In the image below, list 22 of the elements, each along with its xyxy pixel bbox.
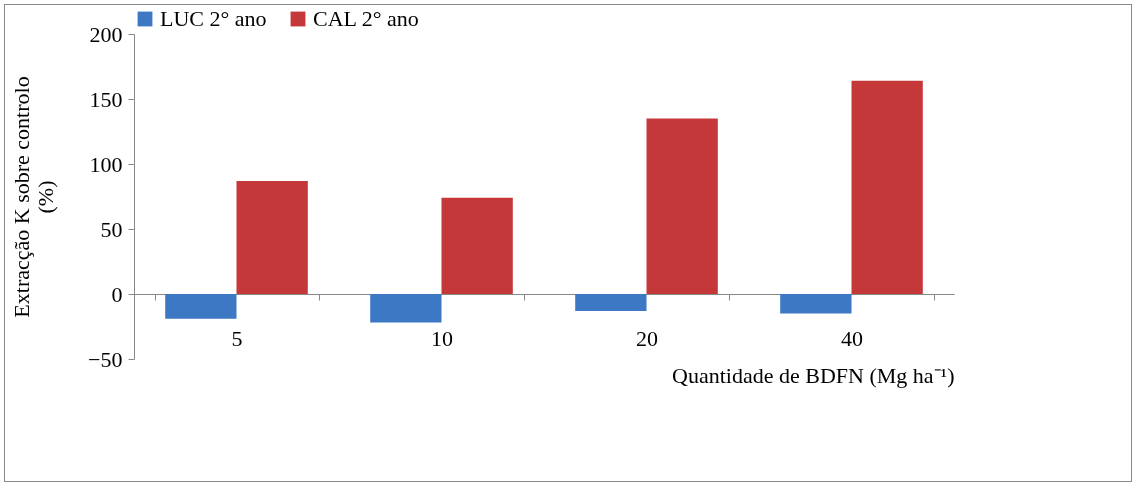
- bar: [575, 294, 647, 311]
- y-tick-label: 50: [100, 216, 123, 242]
- y-tick-label: 150: [89, 86, 123, 112]
- y-tick-label: −50: [88, 346, 123, 372]
- x-tick-label: 40: [841, 325, 863, 351]
- legend-label: CAL 2° ano: [313, 6, 419, 31]
- y-tick-label: 0: [111, 281, 123, 307]
- bar: [165, 294, 237, 319]
- x-tick-label: 20: [636, 325, 658, 351]
- x-tick-label: 10: [431, 325, 453, 351]
- bar: [780, 294, 852, 314]
- bar: [370, 294, 442, 323]
- x-tick-label: 5: [231, 325, 243, 351]
- bar: [236, 180, 308, 294]
- bar: [646, 118, 718, 294]
- bar: [851, 80, 923, 294]
- x-axis-title: Quantidade de BDFN (Mg ha⁻¹): [672, 362, 955, 388]
- y-axis-title: Extracção K sobre controlo (%): [9, 76, 59, 318]
- bar: [441, 197, 513, 294]
- y-tick-label: 200: [89, 21, 123, 47]
- legend-label: LUC 2° ano: [160, 6, 267, 31]
- y-tick-label: 100: [89, 151, 123, 177]
